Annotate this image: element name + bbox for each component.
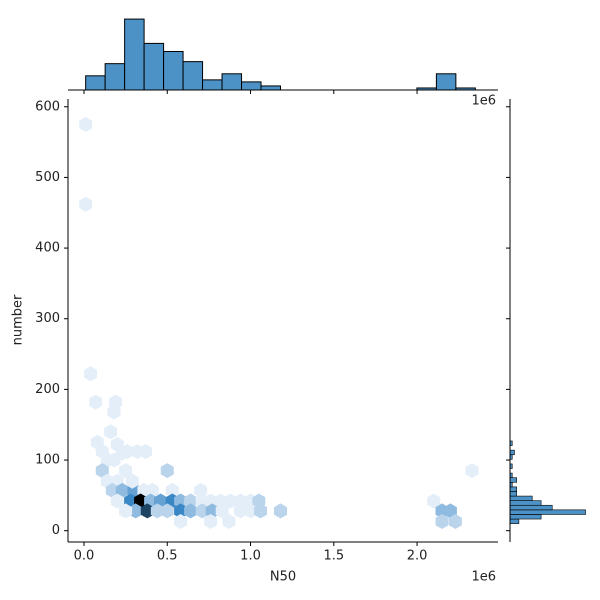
histogram-bar <box>509 486 517 492</box>
y-axis-label: number <box>11 294 26 345</box>
histogram-bar <box>202 79 223 91</box>
x-tick-label: 2.0 <box>407 549 428 564</box>
histogram-bar <box>163 51 184 91</box>
histogram-bar <box>509 514 542 520</box>
histogram-bar <box>124 18 145 91</box>
hexbin-cell <box>184 503 198 519</box>
hexbin-cell <box>105 482 119 498</box>
y-tick-label: 400 <box>35 241 60 256</box>
hexbin-cell <box>115 482 129 498</box>
histogram-bar <box>435 73 457 91</box>
y-tick-label: 100 <box>35 453 60 468</box>
hexbin-cell <box>160 463 174 479</box>
histogram-bar <box>85 75 106 91</box>
y-tick-label: 300 <box>35 311 60 326</box>
x-tick-label: 0.0 <box>74 549 95 564</box>
hexbin-cell <box>129 503 143 519</box>
x-tick-label: 1.0 <box>240 549 261 564</box>
histogram-bar <box>182 61 204 91</box>
x-tick-label: 0.5 <box>157 549 178 564</box>
hexbin-cell <box>184 493 198 509</box>
histogram-bar <box>509 504 553 511</box>
histogram-bar <box>143 42 165 91</box>
histogram-bar <box>509 495 533 501</box>
histogram-bar <box>509 509 586 515</box>
histogram-bar <box>104 63 126 91</box>
hexbin-cell <box>448 514 462 529</box>
hexbin-cell <box>174 503 188 519</box>
y-tick-label: 200 <box>35 382 60 397</box>
hexbin-cell <box>222 514 236 529</box>
x-offset-label: 1e6 <box>471 570 496 585</box>
hexbin-cell <box>104 424 118 440</box>
hexbin-cell <box>150 503 164 519</box>
hexbin-cell <box>107 452 121 468</box>
hexbin-cell <box>435 514 449 529</box>
histogram-bar <box>241 81 262 91</box>
hexbin-cell <box>95 463 109 479</box>
hexbin-cell <box>140 503 154 519</box>
hexbin-cell <box>119 463 133 479</box>
x-tick-label: 1.5 <box>323 549 344 564</box>
x-axis-label: N50 <box>270 570 296 585</box>
hexbin-cell <box>174 514 188 529</box>
top-offset-label: 1e6 <box>471 94 496 109</box>
hexbin-cell <box>465 463 479 479</box>
hexbin-cell <box>79 116 93 132</box>
hexbin-cell <box>110 493 124 509</box>
hexbin-cell <box>174 493 188 509</box>
hexbin-cell <box>120 444 134 460</box>
hexbin-cell <box>215 503 229 519</box>
y-tick-label: 500 <box>35 170 60 185</box>
hexbin-cell <box>160 503 174 519</box>
hexbin-cell <box>79 196 93 212</box>
y-tick-label: 0 <box>52 523 60 538</box>
histogram-bar <box>509 491 517 497</box>
hexbin-cell <box>427 493 441 509</box>
hexbin-cell <box>125 473 139 489</box>
hexbin-cell <box>234 493 247 509</box>
histogram-bar <box>509 477 517 483</box>
hexbin-cell <box>224 493 237 509</box>
hexbin-cell <box>145 482 159 498</box>
hexbin-cell <box>244 503 257 519</box>
y-tick-label: 600 <box>35 99 60 114</box>
hexbin-cell <box>195 503 209 519</box>
hexbin-cell <box>274 503 287 519</box>
hexbin-cell <box>107 404 121 420</box>
hexbin-cell <box>165 482 179 498</box>
histogram-bar <box>509 500 542 506</box>
hexbin-cell <box>194 482 208 498</box>
hexbin-cell <box>139 444 153 460</box>
histogram-bar <box>260 85 282 91</box>
hexbin-cell <box>254 503 267 519</box>
histogram-bar <box>221 73 243 91</box>
histogram-bar <box>509 518 520 524</box>
hexbin-cell <box>234 503 247 519</box>
hexbin-cell <box>205 503 219 519</box>
hexbin-cell <box>443 503 457 519</box>
histogram-bar <box>509 449 515 456</box>
hexbin-cell <box>119 503 133 519</box>
hexbin-cell <box>89 394 103 410</box>
hexbin-cell <box>204 514 218 529</box>
hexbin-cell <box>84 366 98 382</box>
